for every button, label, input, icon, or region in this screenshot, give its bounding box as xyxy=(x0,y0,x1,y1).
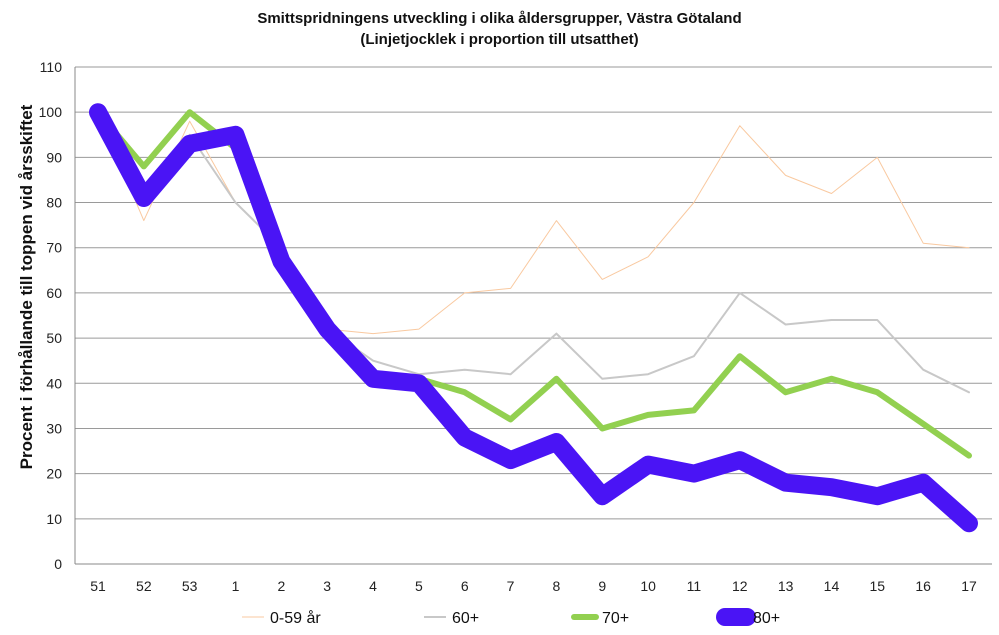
chart-title: Smittspridningens utveckling i olika åld… xyxy=(257,10,742,27)
x-tick-label: 16 xyxy=(915,578,931,594)
y-tick-label: 90 xyxy=(46,149,62,165)
y-tick-label: 80 xyxy=(46,195,62,211)
x-tick-label: 1 xyxy=(232,578,240,594)
x-tick-label: 11 xyxy=(687,578,702,594)
y-tick-label: 50 xyxy=(46,330,62,346)
series-lines xyxy=(89,103,978,533)
legend-label: 0-59 år xyxy=(270,609,321,627)
y-tick-label: 70 xyxy=(46,240,62,256)
series-line xyxy=(97,111,970,394)
legend: 0-59 år 60+ 70+ 80+ xyxy=(242,608,780,627)
x-tick-label: 7 xyxy=(507,578,515,594)
x-tick-label: 51 xyxy=(90,578,106,594)
x-tick-label: 2 xyxy=(277,578,285,594)
x-tick-label: 13 xyxy=(778,578,794,594)
y-tick-label: 20 xyxy=(46,466,62,482)
y-tick-label: 0 xyxy=(54,556,62,572)
chart-subtitle: (Linjetjocklek i proportion till utsatth… xyxy=(360,31,639,48)
x-tick-label: 10 xyxy=(640,578,656,594)
legend-label: 80+ xyxy=(753,610,780,627)
x-tick-label: 8 xyxy=(553,578,561,594)
x-tick-label: 6 xyxy=(461,578,469,594)
y-tick-label: 30 xyxy=(46,420,62,436)
y-tick-label: 110 xyxy=(40,59,63,75)
x-tick-label: 17 xyxy=(961,578,977,594)
grid-lines xyxy=(74,66,992,565)
chart-title-block: Smittspridningens utveckling i olika åld… xyxy=(0,8,999,50)
series-line xyxy=(95,109,972,459)
x-tick-label: 12 xyxy=(732,578,748,594)
y-tick-label: 100 xyxy=(39,104,63,120)
x-tick-label: 5 xyxy=(415,578,423,594)
x-tick-labels: 51 52 53 1 2 3 4 5 6 7 8 9 10 11 12 13 14 15 16 17 xyxy=(90,578,977,594)
y-tick-label: 60 xyxy=(46,285,62,301)
x-tick-label: 15 xyxy=(870,578,886,594)
x-tick-label: 4 xyxy=(369,578,377,594)
legend-label: 60+ xyxy=(452,610,479,627)
x-tick-label: 14 xyxy=(824,578,840,594)
x-tick-label: 53 xyxy=(182,578,198,594)
y-tick-label: 10 xyxy=(46,511,62,527)
legend-label: 70+ xyxy=(602,610,629,627)
y-tick-label: 40 xyxy=(46,375,62,391)
y-axis-label: Procent i förhållande till toppen vid år… xyxy=(17,104,36,469)
series-line xyxy=(89,103,978,533)
y-tick-labels: 0 10 20 30 40 50 60 70 80 90 100 110 xyxy=(39,59,63,572)
x-tick-label: 52 xyxy=(136,578,152,594)
x-tick-label: 3 xyxy=(323,578,331,594)
x-tick-label: 9 xyxy=(598,578,606,594)
